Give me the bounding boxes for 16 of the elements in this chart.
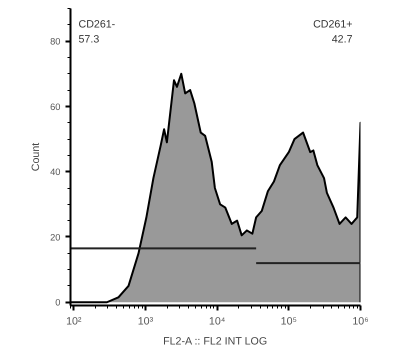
y-tick-label: 20 (50, 232, 61, 242)
annotation: 57.3 (78, 34, 100, 46)
annotation: CD261- (78, 18, 116, 30)
annotation: 42.7 (332, 34, 353, 46)
x-tick-label: 10⁴ (208, 316, 226, 328)
x-tick-label: 10³ (138, 316, 154, 328)
y-axis-title: Count (30, 142, 42, 172)
x-axis-title: FL2-A :: FL2 INT LOG (163, 336, 268, 348)
x-tick-label: 10⁶ (352, 316, 369, 328)
x-tick-label: 10⁵ (280, 316, 297, 328)
y-tick-label: 80 (50, 36, 61, 47)
y-tick-label: 60 (50, 102, 61, 112)
y-tick-label: 40 (50, 167, 61, 178)
annotation: CD261+ (313, 18, 353, 30)
x-tick-label: 10² (66, 316, 82, 328)
y-tick-label: 0 (55, 298, 61, 308)
